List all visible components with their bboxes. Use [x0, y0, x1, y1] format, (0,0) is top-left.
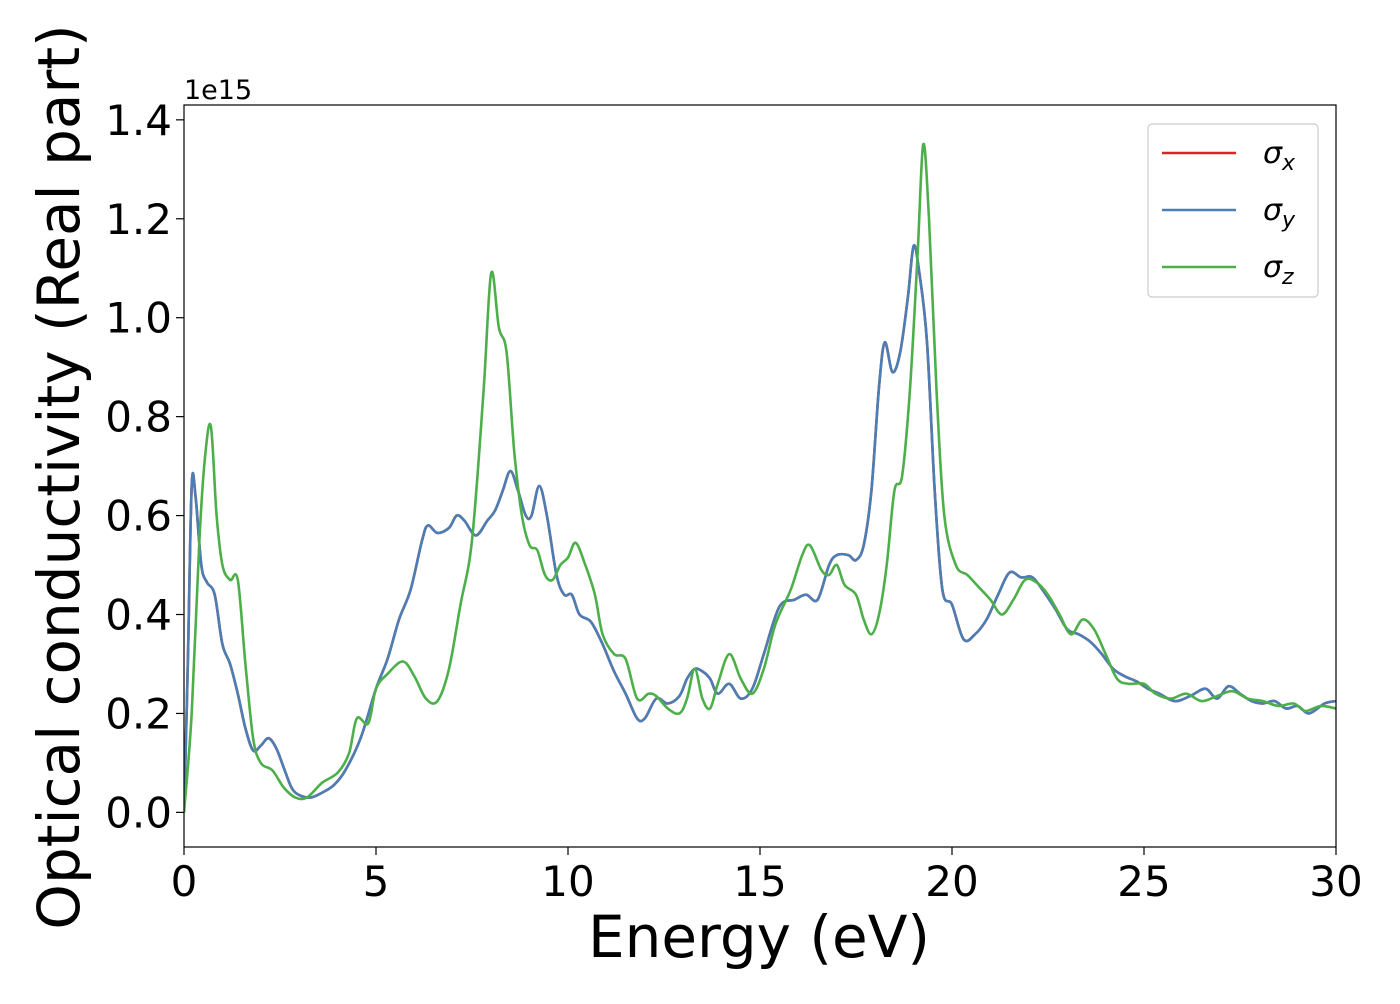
- y-tick-label: 0.4: [105, 591, 172, 640]
- x-tick-label: 20: [925, 857, 978, 906]
- x-axis-ticks: 0 5 10 15 20 25 30: [171, 847, 1363, 906]
- legend-subscript: z: [1281, 265, 1294, 290]
- y-tick-label: 0.0: [105, 788, 172, 837]
- y-tick-label: 0.2: [105, 689, 172, 738]
- y-tick-label: 0.8: [105, 393, 172, 442]
- x-tick-label: 25: [1117, 857, 1170, 906]
- x-tick-label: 5: [363, 857, 390, 906]
- y-offset-text: 1e15: [184, 75, 252, 106]
- x-tick-label: 15: [733, 857, 786, 906]
- series-layer: [184, 142, 1336, 813]
- series-sigma-x-line: [184, 244, 1336, 813]
- y-tick-label: 1.4: [105, 96, 172, 145]
- x-tick-label: 30: [1309, 857, 1362, 906]
- y-tick-label: 0.6: [105, 492, 172, 541]
- series-sigma-y-line: [184, 244, 1336, 813]
- y-axis-title: Optical conductivity (Real part): [25, 24, 93, 929]
- series-sigma-z-line: [184, 142, 1336, 813]
- legend-item: σx: [1162, 136, 1296, 176]
- y-axis-ticks: 0.0 0.2 0.4 0.6 0.8 1.0 1.2 1.4: [105, 96, 184, 837]
- legend-subscript: x: [1281, 151, 1296, 176]
- y-tick-label: 1.0: [105, 294, 172, 343]
- y-tick-label: 1.2: [105, 195, 172, 244]
- x-tick-label: 0: [171, 857, 198, 906]
- legend-subscript: y: [1281, 208, 1296, 233]
- x-axis-title: Energy (eV): [588, 903, 930, 971]
- x-tick-label: 10: [541, 857, 594, 906]
